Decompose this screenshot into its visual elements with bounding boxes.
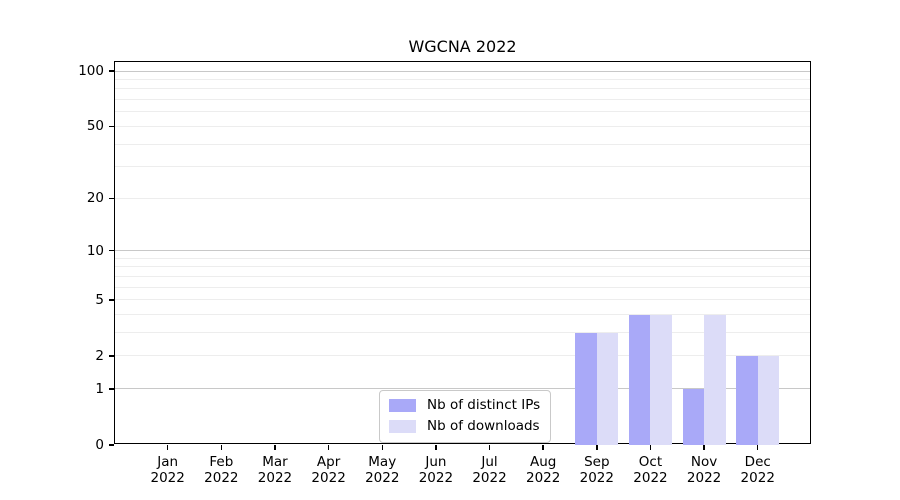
x-tick-label-jul: Jul 2022 [472,454,507,486]
legend-label-downloads: Nb of downloads [427,418,540,434]
gridline-60 [115,111,810,113]
gridline-30 [115,166,810,168]
x-tick-aug [542,445,544,450]
bar-oct-downloads [650,314,672,445]
gridline-100 [115,70,810,72]
bar-oct-distinct-ips [628,314,651,445]
bar-sep-distinct-ips [575,332,597,445]
legend-swatch-downloads [389,420,416,433]
gridline-9 [115,257,810,259]
x-tick-jul [488,445,491,450]
y-tick-2 [108,355,114,357]
x-tick-jan [166,445,169,450]
gridline-6 [115,286,810,288]
gridline-40 [115,143,810,145]
gridline-20 [115,197,810,199]
y-tick-label-2: 2 [95,347,104,364]
y-tick-label-20: 20 [86,190,104,207]
legend-swatch-distinct-ips [389,399,416,412]
y-tick-label-0: 0 [95,437,104,453]
y-tick-label-10: 10 [86,242,104,259]
x-tick-sep [596,445,598,450]
gridline-7 [115,276,810,278]
x-tick-dec [756,445,759,450]
gridline-5 [115,299,810,301]
bar-nov-downloads [704,314,726,445]
x-tick-label-apr: Apr 2022 [311,454,346,486]
y-tick-label-1: 1 [95,380,104,397]
x-tick-jun [435,445,437,450]
x-tick-label-sep: Sep 2022 [579,454,614,486]
x-tick-label-nov: Nov 2022 [686,454,722,486]
gridline-2 [115,355,810,357]
y-tick-0 [108,444,114,446]
x-tick-label-aug: Aug 2022 [525,454,561,486]
gridline-8 [115,266,810,268]
y-tick-label-5: 5 [95,291,104,308]
bar-sep-downloads [596,332,619,445]
x-tick-feb [220,445,223,450]
x-tick-label-jun: Jun 2022 [418,454,454,486]
bar-dec-downloads [757,355,780,445]
plot-area: Nb of distinct IPs Nb of downloads 0 1 2 5 1… [78,61,811,486]
legend-label-distinct-ips: Nb of distinct IPs [427,397,541,413]
gridline-1 [115,388,810,390]
y-tick-100 [108,70,114,72]
x-tick-label-jan: Jan 2022 [150,454,185,486]
y-tick-1 [108,388,114,390]
y-tick-50 [108,125,114,128]
x-tick-oct [649,445,652,450]
x-tick-label-dec: Dec 2022 [740,454,775,486]
y-tick-5 [108,299,114,301]
gridline-70 [115,99,810,101]
y-tick-10 [108,249,114,252]
y-tick-20 [108,197,114,200]
x-tick-apr [327,445,330,450]
bar-nov-distinct-ips [682,388,705,445]
gridline-3 [115,332,810,334]
gridline-10 [115,250,810,252]
legend-item-downloads: Nb of downloads [389,418,541,435]
legend-item-distinct-ips: Nb of distinct IPs [389,397,541,414]
x-tick-label-feb: Feb 2022 [204,454,239,486]
x-tick-label-oct: Oct 2022 [633,454,668,486]
x-tick-mar [274,445,276,450]
chart-title: WGCNA 2022 [408,37,517,56]
gridline-50 [115,125,810,127]
bar-dec-distinct-ips [736,355,758,445]
y-tick-label-50: 50 [86,118,104,135]
x-tick-may [381,445,383,450]
gridline-80 [115,88,810,90]
x-tick-label-may: May 2022 [365,454,400,486]
y-tick-label-100: 100 [78,63,104,80]
gridline-4 [115,314,810,316]
legend: Nb of distinct IPs Nb of downloads [379,390,551,443]
gridline-90 [115,79,810,81]
x-tick-label-mar: Mar 2022 [257,454,293,486]
x-tick-nov [703,445,705,450]
